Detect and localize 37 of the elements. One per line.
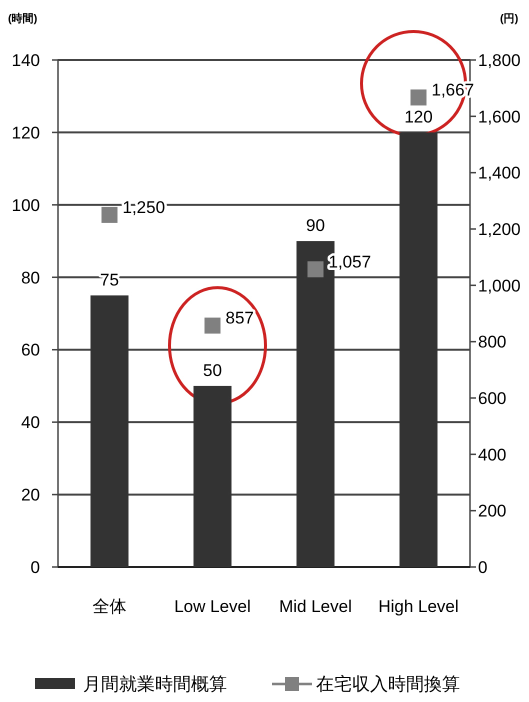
y-tick-label: 140	[12, 51, 40, 70]
data-label: 857	[226, 308, 254, 328]
point	[102, 206, 118, 223]
y2-tick-label: 800	[478, 332, 506, 352]
y2-axis-title: (円)	[500, 13, 519, 25]
y-tick-label: 20	[21, 486, 40, 505]
y2-tick-label: 1,600	[478, 107, 521, 126]
point	[204, 318, 220, 334]
legend-label: 在宅収入時間換算	[316, 674, 460, 694]
y-axis-title: (時間)	[8, 12, 38, 25]
bar	[90, 295, 128, 567]
x-tick-label: Low Level	[174, 597, 251, 616]
y-tick-label: 120	[12, 123, 40, 142]
x-tick-label: High Level	[378, 597, 459, 616]
y-tick-label: 80	[21, 268, 40, 288]
x-tick-label: Mid Level	[279, 597, 352, 616]
data-label: 50	[203, 360, 222, 380]
y-tick-label: 60	[21, 340, 40, 360]
y2-tick-label: 1,000	[478, 276, 521, 296]
y-tick-label: 100	[12, 196, 40, 215]
data-label: 120	[404, 107, 433, 126]
y2-tick-label: 400	[478, 445, 506, 464]
data-label: 90	[306, 216, 325, 236]
y-tick-label: 40	[21, 413, 40, 432]
bar	[400, 132, 438, 567]
y2-tick-label: 1,400	[478, 164, 521, 183]
legend-label: 月間就業時間概算	[83, 674, 227, 694]
y2-tick-label: 0	[478, 558, 488, 577]
bar	[194, 386, 232, 567]
point	[410, 89, 426, 106]
x-tick-label: 全体	[92, 597, 126, 616]
y2-tick-label: 200	[478, 502, 506, 521]
y2-tick-label: 600	[478, 389, 506, 408]
y-tick-label: 0	[30, 558, 40, 577]
y2-tick-label: 1,800	[478, 51, 521, 70]
point	[308, 261, 324, 278]
y2-tick-label: 1,200	[478, 220, 521, 239]
